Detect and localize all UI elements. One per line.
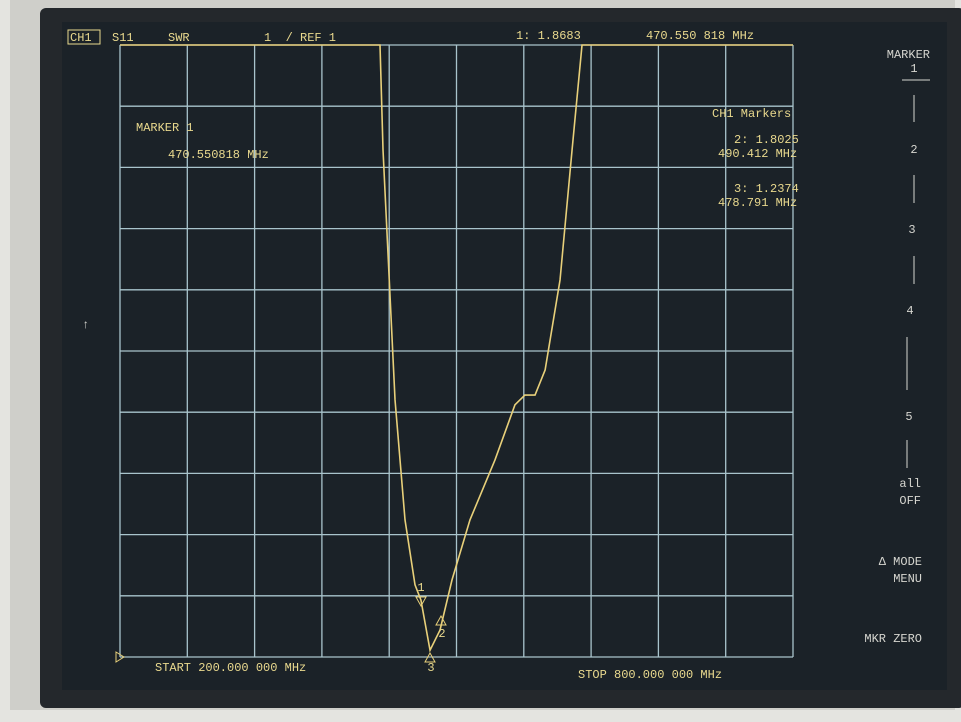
softkey[interactable]: OFF: [899, 494, 921, 508]
marker-label: 1: [417, 581, 424, 595]
marker-symbol: [424, 651, 436, 663]
marker-frequency: 478.791 MHz: [718, 196, 797, 210]
softkey[interactable]: 2: [910, 143, 917, 157]
channel-box: [67, 29, 101, 45]
marker-frequency: 490.412 MHz: [718, 147, 797, 161]
marker-list-title: CH1 Markers: [712, 107, 791, 121]
softkey[interactable]: MENU: [893, 572, 922, 586]
softkey[interactable]: all: [899, 477, 921, 491]
trace: [120, 44, 793, 653]
display: [62, 22, 947, 690]
marker-frequency-large: 470.550818 MHz: [168, 148, 269, 162]
softkey[interactable]: 5: [905, 410, 912, 424]
parameter: S11: [112, 31, 134, 45]
softkey-title[interactable]: MARKER: [887, 48, 930, 62]
marker-value: 2: 1.8025: [734, 133, 799, 147]
scale: 1 / REF 1: [264, 31, 336, 45]
marker-value: 1: 1.8683: [516, 29, 581, 43]
start-frequency: START 200.000 000 MHz: [155, 661, 306, 675]
ref-pointer: [115, 651, 125, 663]
grid: [119, 44, 794, 658]
softkey[interactable]: Δ MODE: [879, 555, 922, 569]
marker-frequency: 470.550 818 MHz: [646, 29, 754, 43]
softkey[interactable]: MKR ZERO: [864, 632, 922, 646]
softkey-title-index: 1: [910, 62, 917, 76]
marker-label: 3: [427, 661, 434, 675]
marker-label: 2: [438, 627, 445, 641]
marker-value: 3: 1.2374: [734, 182, 799, 196]
marker-symbol: [415, 596, 427, 608]
softkey[interactable]: 4: [906, 304, 913, 318]
stop-frequency: STOP 800.000 000 MHz: [578, 668, 722, 682]
marker-symbol: [435, 614, 447, 626]
channel: CH1: [70, 31, 92, 45]
softkey[interactable]: 3: [908, 223, 915, 237]
format: SWR: [168, 31, 190, 45]
marker-title: MARKER 1: [136, 121, 194, 135]
softkey-panel: MARKER 1 2 3 4 5 all OFF Δ MODE MENU MKR…: [864, 48, 930, 646]
scroll-indicator: ↑: [82, 318, 89, 332]
